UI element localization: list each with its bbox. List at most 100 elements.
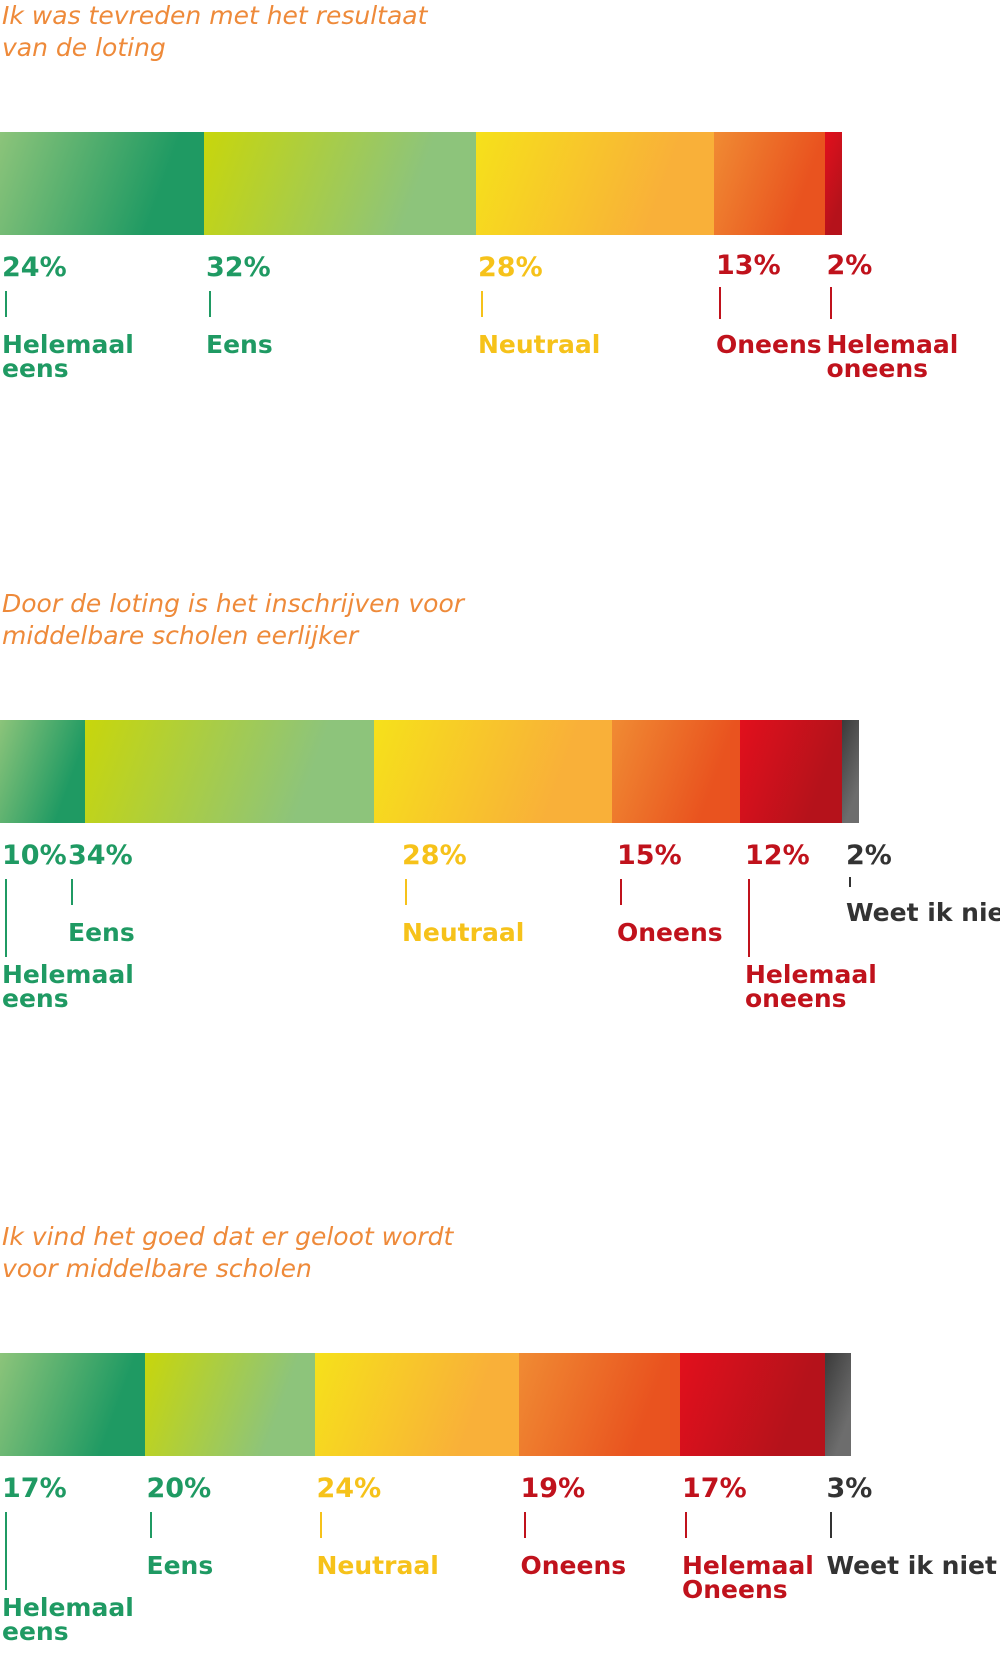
label-tick <box>71 879 73 905</box>
category-label: Helemaal eens <box>2 1595 134 1646</box>
chart-panel-3: Ik vind het goed dat er geloot wordt voor… <box>0 1221 1000 1661</box>
percentage-label: 24% <box>2 252 67 283</box>
category-label: Neutraal <box>478 330 601 359</box>
chart-title: Ik vind het goed dat er geloot wordt voor… <box>2 1221 453 1285</box>
category-label-line: Weet ik niet <box>826 1551 997 1580</box>
bar-segment <box>85 720 375 823</box>
chart-title: Door de loting is het inschrijven voor mi… <box>2 588 464 652</box>
bar-segment <box>714 132 825 235</box>
category-label-line: eens <box>2 984 69 1013</box>
percentage-label: 34% <box>68 840 133 871</box>
category-label: Helemaal oneens <box>826 330 959 383</box>
label-tick <box>209 291 211 317</box>
category-label: Neutraal <box>316 1551 439 1580</box>
category-label: Oneens <box>617 918 723 947</box>
label-tick <box>5 1512 7 1590</box>
bar-segment <box>0 720 86 823</box>
category-label-line: Helemaal <box>2 960 134 989</box>
label-tick <box>149 1512 152 1538</box>
bar-segment <box>314 1353 519 1456</box>
chart-title-line: van de loting <box>2 33 166 62</box>
chart-title: Ik was tevreden met het resultaat van de … <box>2 0 427 64</box>
label-tick <box>748 879 750 957</box>
label-tick <box>685 1512 687 1538</box>
label-tick <box>405 879 407 905</box>
label-tick <box>829 1512 832 1538</box>
category-label-line: Oneens <box>682 1575 788 1604</box>
category-label: Neutraal <box>402 918 525 947</box>
category-label: Eens <box>68 918 135 947</box>
percentage-label: 12% <box>745 840 810 871</box>
category-label-line: Eens <box>146 1551 214 1580</box>
category-label-line: Helemaal <box>745 960 877 989</box>
category-label: Helemaal Oneens <box>682 1551 814 1604</box>
category-label-line: Oneens <box>617 918 723 947</box>
label-tick <box>849 877 851 887</box>
chart-title-line: Ik was tevreden met het resultaat <box>2 1 428 30</box>
bar-segment <box>144 1353 315 1456</box>
percentage-label: 19% <box>520 1473 586 1504</box>
percentage-label: 28% <box>478 252 543 283</box>
bar-segment <box>518 1353 681 1456</box>
bar-segment <box>680 1353 825 1456</box>
chart-panel-1: Ik was tevreden met het resultaat van de … <box>0 0 1000 440</box>
label-tick <box>523 1512 526 1538</box>
percentage-label: 15% <box>617 840 682 871</box>
bar-segment <box>0 132 205 235</box>
percentage-label: 2% <box>826 250 873 281</box>
percentage-label: 32% <box>206 252 271 283</box>
category-label-line: Neutraal <box>402 918 525 947</box>
category-label-line: eens <box>2 1617 69 1646</box>
percentage-label: 24% <box>316 1473 382 1504</box>
bar-segment <box>476 132 715 235</box>
category-label: Helemaal eens <box>2 960 134 1013</box>
category-label: Weet ik niet <box>846 898 1000 927</box>
bar-segment <box>841 720 859 823</box>
bar-segment <box>0 1353 145 1456</box>
label-tick <box>5 291 7 317</box>
percentage-label: 28% <box>402 840 467 871</box>
category-label-line: eens <box>2 354 69 383</box>
category-label-line: Neutraal <box>478 330 601 359</box>
category-label-line: Eens <box>68 918 135 947</box>
stacked-bar <box>0 132 842 235</box>
category-label: Oneens <box>520 1551 627 1580</box>
percentage-label: 13% <box>716 250 781 281</box>
category-label: Oneens <box>716 330 822 359</box>
category-label: Weet ik niet <box>826 1551 997 1580</box>
category-label-line: oneens <box>745 984 847 1013</box>
percentage-label: 10% <box>2 840 67 871</box>
category-label-line: Helemaal <box>2 330 134 359</box>
chart-title-line: Ik vind het goed dat er geloot wordt <box>2 1222 454 1251</box>
label-tick <box>481 291 483 317</box>
label-tick <box>5 879 7 957</box>
category-label-line: Oneens <box>520 1551 627 1580</box>
chart-title-line: Door de loting is het inschrijven voor <box>2 589 465 618</box>
bar-segment <box>739 720 842 823</box>
chart-title-line: middelbare scholen eerlijker <box>2 621 359 650</box>
category-label-line: oneens <box>826 354 929 383</box>
category-label: Eens <box>146 1551 214 1580</box>
label-tick <box>829 287 832 319</box>
category-label-line: Neutraal <box>316 1551 439 1580</box>
bar-segment <box>374 720 613 823</box>
label-tick <box>719 287 721 319</box>
category-label-line: Eens <box>206 330 273 359</box>
label-tick <box>620 879 622 905</box>
bar-segment <box>824 132 842 235</box>
bar-segment <box>824 1353 851 1456</box>
percentage-label: 2% <box>846 840 892 871</box>
bar-segment <box>612 720 740 823</box>
category-label: Eens <box>206 330 273 359</box>
category-label: Helemaal eens <box>2 330 134 383</box>
category-label-line: Helemaal <box>826 330 959 359</box>
stacked-bar <box>0 1353 851 1456</box>
category-label-line: Weet ik niet <box>846 898 1000 927</box>
bar-segment <box>204 132 477 235</box>
percentage-label: 3% <box>826 1473 873 1504</box>
category-label-line: Helemaal <box>682 1551 814 1580</box>
percentage-label: 17% <box>2 1473 67 1504</box>
category-label-line: Oneens <box>716 330 822 359</box>
chart-panel-2: Door de loting is het inschrijven voor mi… <box>0 588 1000 1028</box>
category-label: Helemaal oneens <box>745 960 877 1013</box>
